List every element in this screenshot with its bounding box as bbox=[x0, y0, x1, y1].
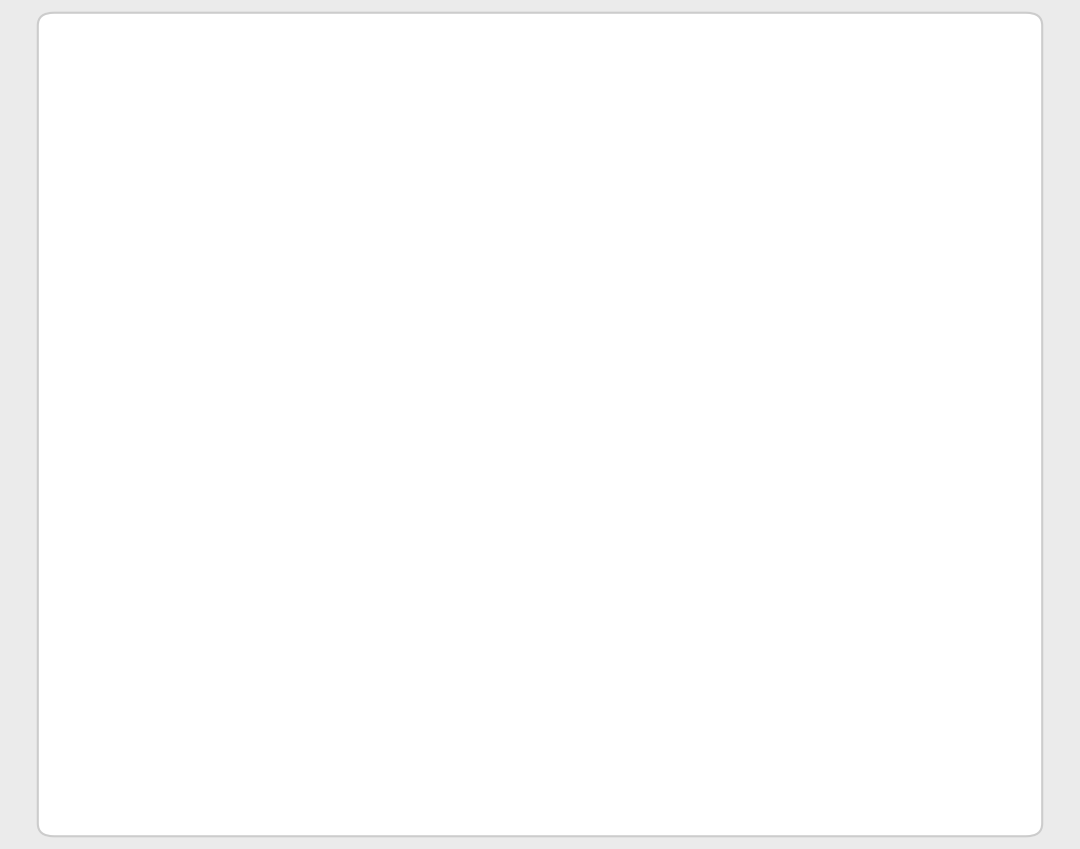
Text: statements is incorrect?: statements is incorrect? bbox=[92, 365, 444, 393]
Text: hypotheses: hypotheses bbox=[718, 106, 887, 134]
Text: $\mathit{H}$: $\mathit{H}$ bbox=[92, 170, 118, 203]
Text: testing: testing bbox=[265, 106, 366, 134]
Text: C.  The test statistic is 0.7143: C. The test statistic is 0.7143 bbox=[178, 597, 634, 626]
Text: D.  p−value is 0.2389: D. p−value is 0.2389 bbox=[178, 699, 510, 728]
Text: $_0$: $_0$ bbox=[376, 170, 389, 196]
Text: $_0$: $_0$ bbox=[127, 170, 140, 196]
Text: :$\pi$>0.40,: :$\pi$>0.40, bbox=[395, 170, 521, 198]
Text: sample  size  is  49;  which  one  of  the  following: sample size is 49; which one of the foll… bbox=[92, 301, 819, 329]
Text: $\mathit{H}$: $\mathit{H}$ bbox=[340, 170, 366, 203]
Text: :$\pi$=0.40,: :$\pi$=0.40, bbox=[147, 170, 272, 198]
Text: significance. if the sample proportion is 0.45 and the: significance. if the sample proportion i… bbox=[92, 238, 863, 266]
Text: In: In bbox=[92, 106, 119, 134]
Text: at   5   %   level   of: at 5 % level of bbox=[589, 170, 873, 198]
Text: the: the bbox=[513, 106, 561, 134]
Text: A.  A one−tail is used.: A. A one−tail is used. bbox=[178, 393, 515, 422]
Text: B.  The standard error is 0.0070: B. The standard error is 0.0070 bbox=[178, 495, 664, 524]
